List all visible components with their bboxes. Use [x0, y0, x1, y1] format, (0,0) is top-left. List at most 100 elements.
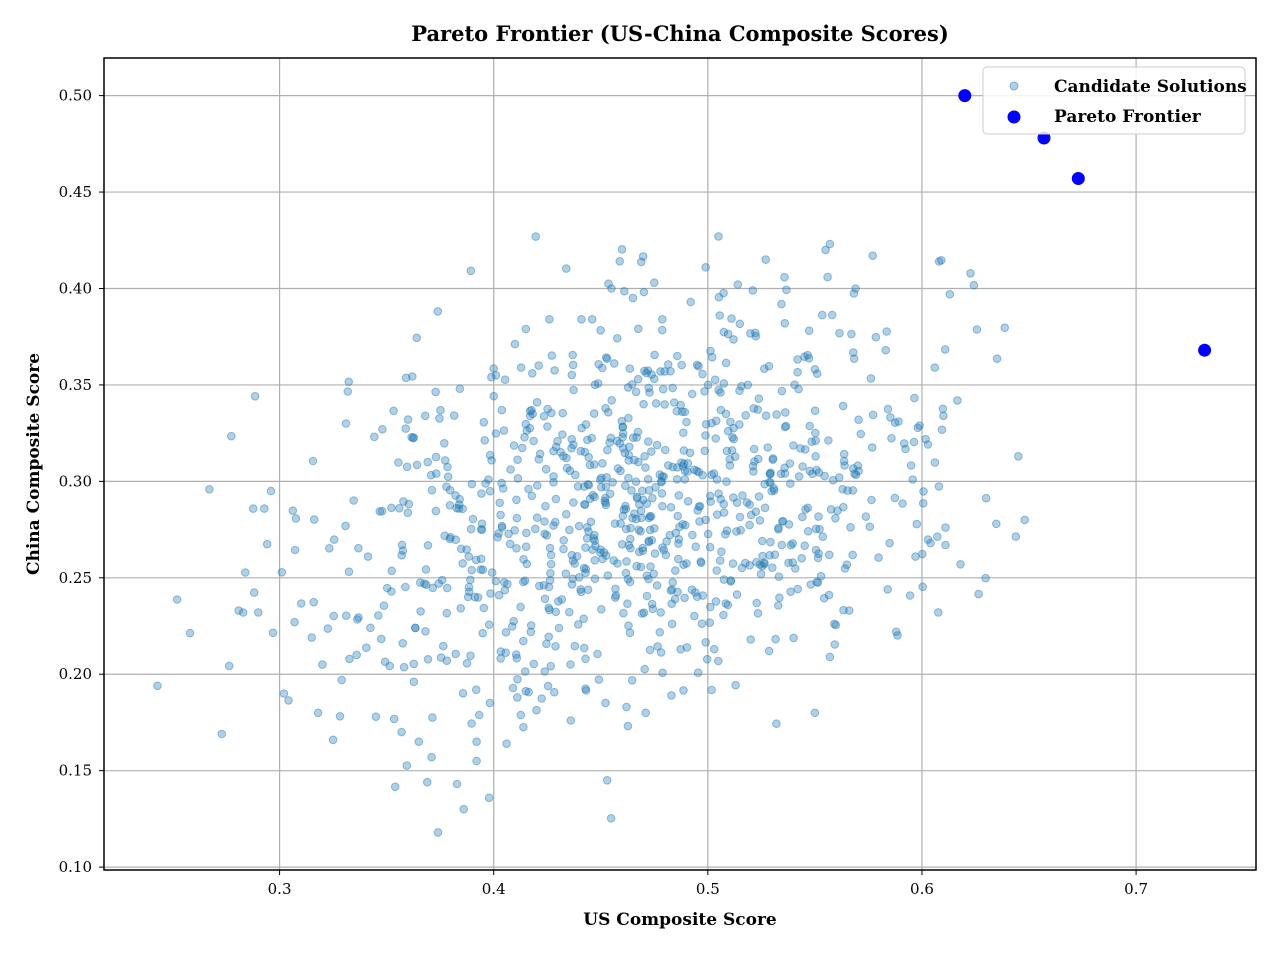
candidate-point [905, 591, 915, 600]
candidate-point [709, 469, 719, 478]
candidate-point [840, 461, 849, 470]
candidate-point [397, 540, 407, 550]
candidate-point [733, 280, 743, 289]
candidate-point [624, 413, 633, 423]
candidate-point [657, 477, 666, 486]
candidate-point [502, 739, 511, 749]
candidate-point [590, 460, 599, 469]
candidate-solutions-series [153, 232, 1029, 837]
candidate-point [758, 561, 767, 571]
candidate-point [866, 374, 876, 383]
candidate-point [658, 315, 667, 324]
candidate-point [668, 383, 678, 393]
candidate-point [636, 506, 646, 516]
candidate-point [797, 554, 807, 563]
candidate-point [774, 523, 783, 533]
candidate-point [549, 472, 558, 481]
candidate-point [737, 381, 746, 391]
candidate-point [706, 346, 715, 356]
candidate-point [408, 433, 418, 443]
candidate-point [658, 501, 667, 511]
candidate-point [288, 506, 298, 516]
candidate-point [349, 496, 359, 505]
candidate-point [701, 420, 711, 429]
candidate-point [623, 721, 633, 731]
candidate-point [661, 445, 670, 455]
candidate-point [522, 528, 531, 538]
candidate-point [754, 492, 764, 501]
pareto-point [1037, 131, 1051, 145]
candidate-point [172, 595, 182, 604]
candidate-point [901, 444, 910, 454]
candidate-point [751, 331, 761, 341]
pareto-frontier-series [958, 89, 1212, 357]
candidate-point [825, 239, 835, 249]
candidate-point [437, 575, 447, 585]
candidate-point [634, 525, 644, 535]
candidate-point [421, 627, 430, 636]
candidate-point [673, 463, 682, 472]
candidate-point [682, 643, 692, 652]
candidate-point [433, 828, 443, 837]
candidate-point [290, 617, 299, 627]
candidate-point [722, 446, 732, 456]
candidate-point [825, 652, 835, 662]
candidate-point [698, 591, 708, 600]
candidate-point [992, 519, 1001, 529]
y-tick-label: 0.40 [59, 279, 92, 297]
candidate-point [729, 335, 738, 344]
candidate-point [510, 526, 520, 535]
candidate-point [606, 433, 616, 443]
candidate-point [811, 524, 821, 534]
candidate-point [387, 587, 396, 596]
candidate-point [642, 499, 652, 509]
candidate-point [602, 776, 612, 785]
candidate-point [687, 389, 697, 399]
candidate-point [443, 472, 453, 482]
candidate-point [489, 364, 499, 373]
legend-label-pareto-frontier: Pareto Frontier [1054, 107, 1202, 127]
candidate-point [399, 662, 409, 672]
candidate-point [848, 486, 858, 495]
candidate-point [597, 473, 606, 483]
candidate-point [793, 367, 802, 377]
candidate-point [601, 500, 611, 510]
candidate-point [651, 483, 660, 492]
candidate-point [692, 466, 702, 476]
candidate-point [431, 452, 441, 462]
candidate-point [649, 569, 659, 579]
candidate-point [617, 540, 627, 549]
candidate-point [572, 552, 582, 561]
candidate-point [937, 425, 947, 435]
candidate-point [854, 415, 863, 425]
candidate-point [768, 455, 778, 465]
candidate-point [464, 552, 474, 561]
candidate-point [683, 497, 693, 506]
candidate-point [609, 359, 619, 368]
candidate-point [472, 756, 481, 766]
candidate-point [667, 585, 677, 594]
candidate-point [810, 708, 820, 718]
candidate-point [682, 417, 691, 427]
candidate-point [621, 524, 631, 534]
candidate-point [780, 422, 790, 432]
candidate-point [540, 594, 550, 604]
candidate-point [485, 450, 495, 460]
candidate-point [934, 257, 944, 266]
candidate-point [716, 388, 725, 397]
candidate-point [765, 469, 775, 479]
candidate-point [565, 525, 574, 535]
candidate-point [893, 631, 902, 640]
candidate-point [650, 524, 659, 533]
candidate-point [624, 450, 634, 460]
candidate-point [366, 623, 375, 633]
candidate-point [467, 719, 476, 728]
candidate-point [598, 459, 607, 468]
candidate-point [701, 638, 711, 647]
candidate-point [445, 501, 455, 510]
candidate-point [693, 506, 702, 515]
candidate-point [471, 685, 481, 695]
candidate-point [375, 507, 385, 516]
candidate-point [559, 536, 569, 545]
candidate-point [692, 592, 702, 602]
